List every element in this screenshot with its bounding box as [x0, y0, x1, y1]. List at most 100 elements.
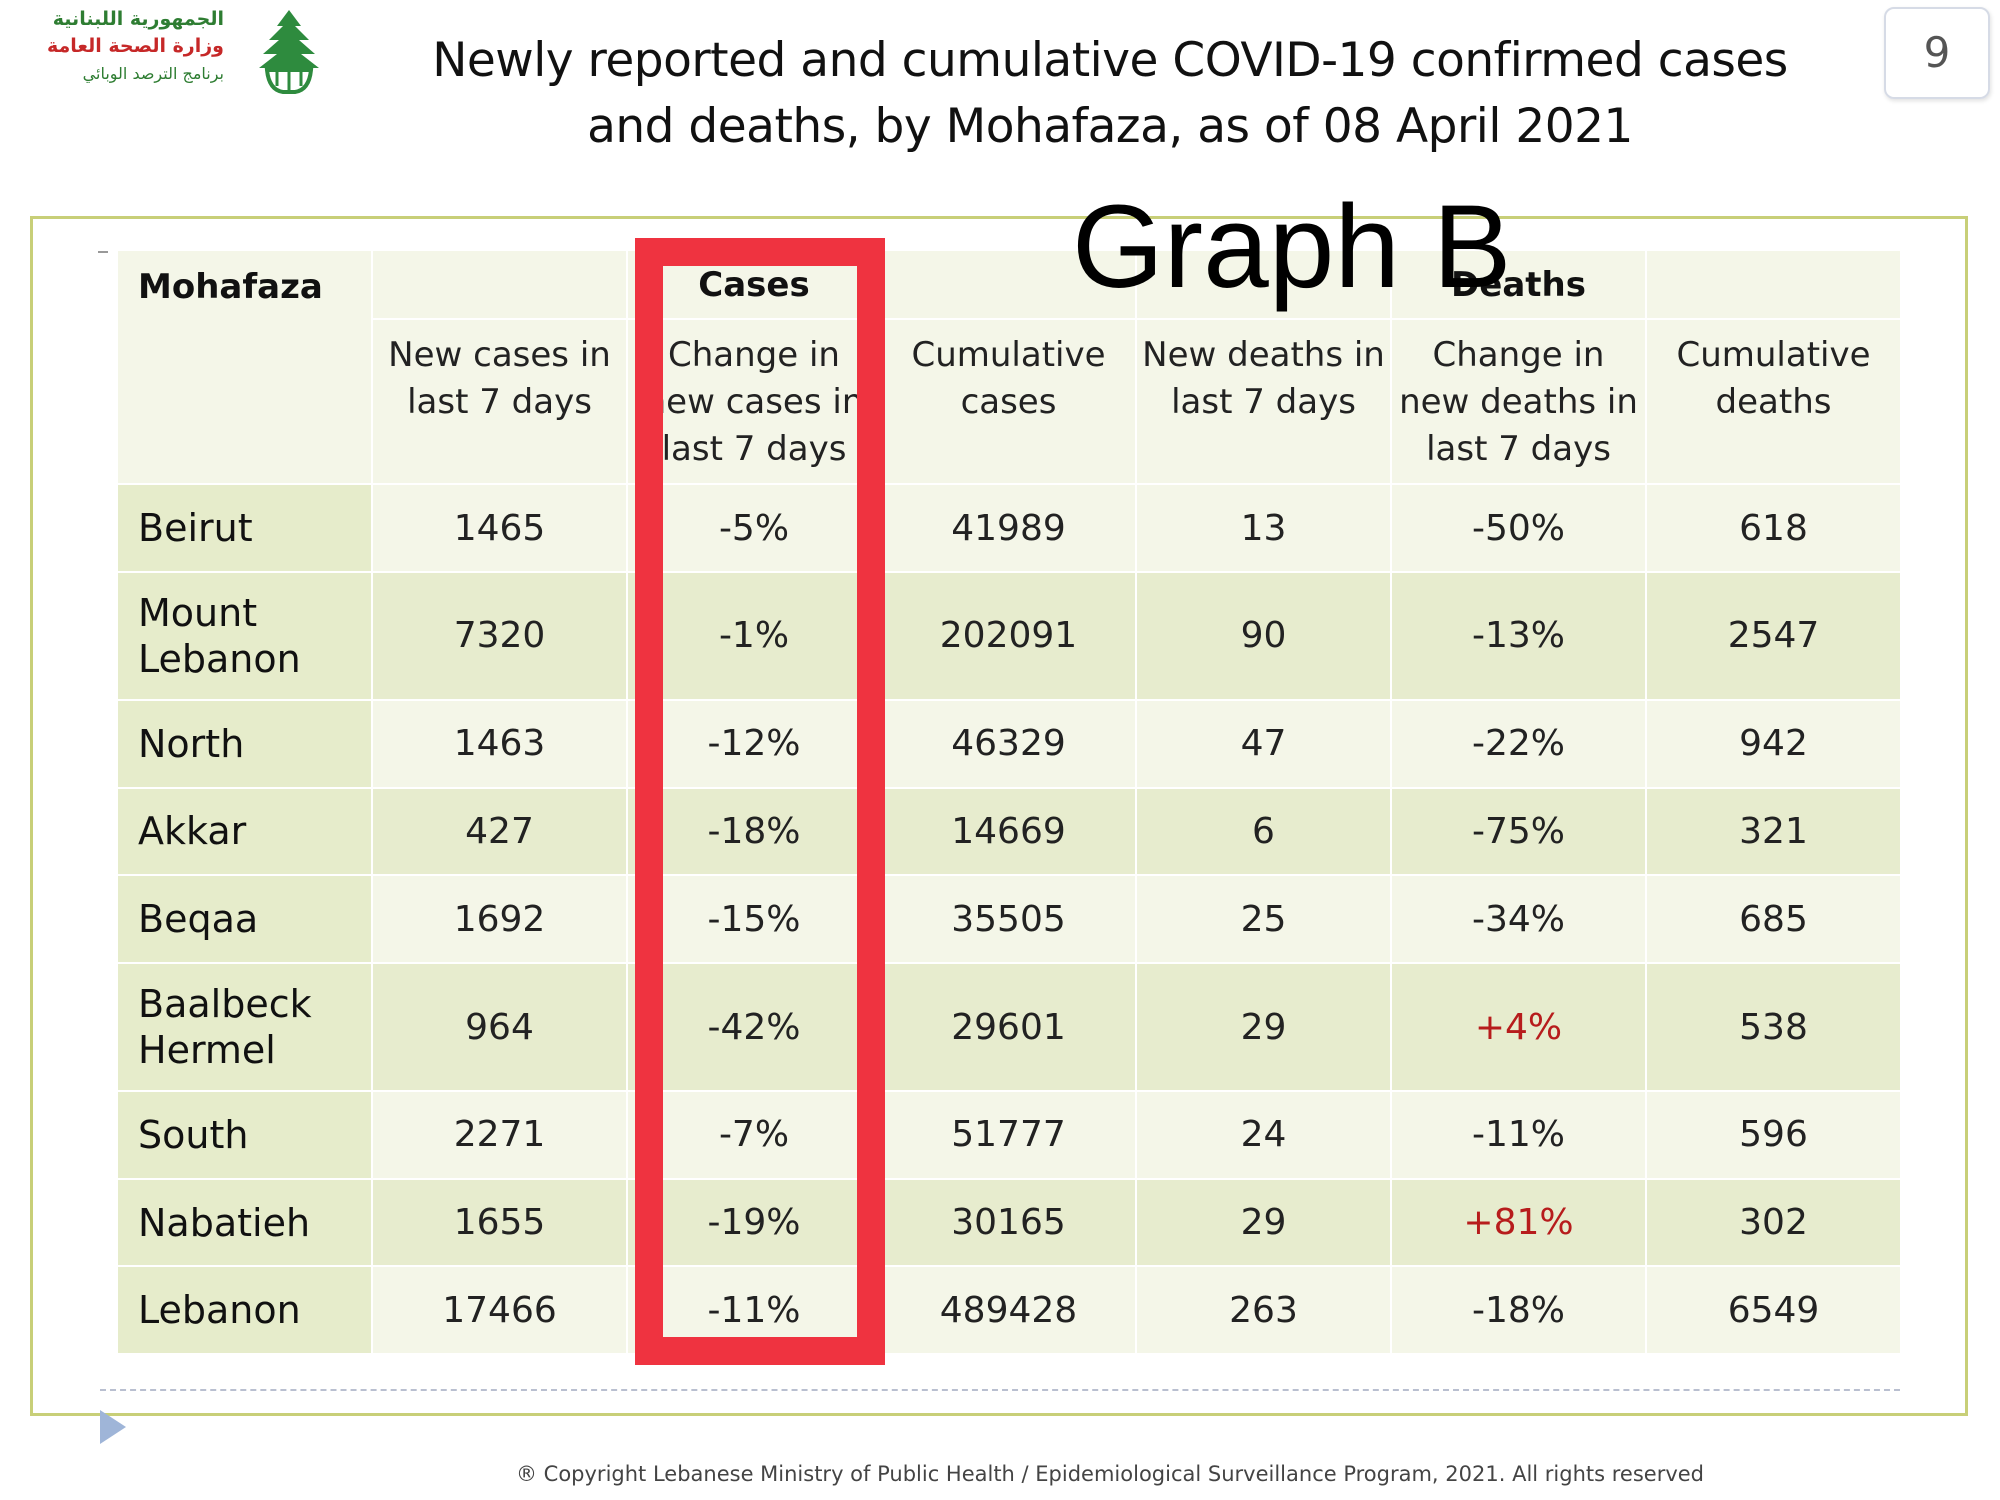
header-new-deaths: New deaths in last 7 days [1135, 318, 1392, 486]
header-new-cases: New cases in last 7 days [371, 318, 628, 486]
cell-cumulative-deaths: 6549 [1645, 1265, 1902, 1355]
cell-cumulative-cases: 14669 [880, 786, 1137, 877]
table-row: Lebanon 17466 -11% 489428 263 -18% 6549 [116, 1265, 1902, 1355]
cell-cumulative-cases: 202091 [880, 570, 1137, 702]
cell-change-cases: -1% [626, 570, 882, 702]
cell-change-cases: -11% [626, 1265, 882, 1355]
logo-line-1: الجمهورية اللبنانية [52, 8, 224, 30]
cell-new-cases: 427 [371, 786, 628, 877]
cell-cumulative-cases: 30165 [880, 1177, 1137, 1268]
graph-label: Graph B [1072, 181, 1512, 313]
cell-change-deaths: -34% [1390, 874, 1647, 964]
table-body: Beirut 1465 -5% 41989 13 -50% 618 Mount Lebanon… [116, 483, 1902, 1355]
header-row-columns: New cases in last 7 days Change in new c… [117, 318, 1902, 486]
row-mohafaza-name: Akkar [116, 786, 373, 877]
header-deaths: Deaths [1390, 248, 1647, 321]
cell-change-cases: -19% [626, 1177, 882, 1268]
cell-change-cases: -42% [626, 961, 882, 1093]
cell-change-cases: -7% [626, 1090, 882, 1180]
cell-cumulative-cases: 29601 [880, 961, 1137, 1093]
table-row: Nabatieh 1655 -19% 30165 29 +81% 302 [116, 1177, 1902, 1268]
cell-cumulative-cases: 35505 [880, 874, 1137, 964]
cell-new-cases: 1463 [371, 699, 628, 789]
footer-divider [100, 1389, 1900, 1391]
cell-cumulative-deaths: 538 [1645, 961, 1902, 1093]
logo-line-3: برنامج الترصد الوبائي [82, 64, 224, 83]
page-number: 9 [1884, 7, 1990, 99]
row-mohafaza-name: Nabatieh [116, 1177, 373, 1268]
cell-new-deaths: 47 [1135, 699, 1392, 789]
header-cumulative-cases: Cumulative cases [880, 318, 1137, 486]
row-mohafaza-name: Beirut [116, 483, 373, 573]
header-cumulative-deaths: Cumulative deaths [1645, 318, 1902, 486]
row-mohafaza-name: Beqaa [116, 874, 373, 964]
cell-cumulative-deaths: 618 [1645, 483, 1902, 573]
cell-new-deaths: 25 [1135, 874, 1392, 964]
cell-change-deaths: -18% [1390, 1265, 1647, 1355]
cell-new-cases: 1692 [371, 874, 628, 964]
header-blank-2 [880, 248, 1137, 321]
cell-change-cases: -18% [626, 786, 882, 877]
cell-change-cases: -12% [626, 699, 882, 789]
logo-line-2: وزارة الصحة العامة [46, 35, 224, 57]
covid-table: Mohafaza Cases Deaths New cases in last … [116, 248, 1902, 1355]
cell-new-cases: 1465 [371, 483, 628, 573]
table-row: Beqaa 1692 -15% 35505 25 -34% 685 [116, 874, 1902, 964]
cell-change-cases: -5% [626, 483, 882, 573]
cedar-hand-icon [259, 10, 319, 94]
corner-tick [98, 251, 108, 253]
row-mohafaza-name: Lebanon [116, 1265, 373, 1355]
cell-new-deaths: 6 [1135, 786, 1392, 877]
header-blank-1 [371, 248, 628, 321]
row-mohafaza-name: Baalbeck Hermel [116, 961, 373, 1093]
cell-cumulative-cases: 46329 [880, 699, 1137, 789]
table-row: South 2271 -7% 51777 24 -11% 596 [116, 1090, 1902, 1180]
cell-change-deaths: -22% [1390, 699, 1647, 789]
cell-cumulative-cases: 41989 [880, 483, 1137, 573]
cell-new-deaths: 24 [1135, 1090, 1392, 1180]
header-mohafaza: Mohafaza [116, 248, 373, 486]
cell-cumulative-deaths: 2547 [1645, 570, 1902, 702]
header-blank-4 [1645, 248, 1902, 321]
cell-cumulative-deaths: 596 [1645, 1090, 1902, 1180]
row-mohafaza-name: Mount Lebanon [116, 570, 373, 702]
cell-new-deaths: 29 [1135, 1177, 1392, 1268]
play-arrow-icon [100, 1410, 126, 1444]
cell-new-cases: 17466 [371, 1265, 628, 1355]
cell-change-cases: -15% [626, 874, 882, 964]
table-frame [30, 216, 1968, 1416]
row-mohafaza-name: North [116, 699, 373, 789]
cell-cumulative-deaths: 942 [1645, 699, 1902, 789]
cell-cumulative-deaths: 321 [1645, 786, 1902, 877]
cell-change-deaths: -13% [1390, 570, 1647, 702]
copyright-text: ® Copyright Lebanese Ministry of Public … [515, 1462, 1705, 1486]
cell-change-deaths: -75% [1390, 786, 1647, 877]
header-row-groups: Mohafaza Cases Deaths [116, 248, 1902, 486]
header-cases: Cases [626, 248, 882, 321]
cell-new-cases: 1655 [371, 1177, 628, 1268]
table-row: North 1463 -12% 46329 47 -22% 942 [116, 699, 1902, 789]
table-row: Mount Lebanon 7320 -1% 202091 90 -13% 2547 [116, 570, 1902, 702]
cell-cumulative-cases: 51777 [880, 1090, 1137, 1180]
header-change-cases: Change in new cases in last 7 days [626, 318, 882, 486]
cell-new-deaths: 90 [1135, 570, 1392, 702]
cell-new-cases: 2271 [371, 1090, 628, 1180]
page-title: Newly reported and cumulative COVID-19 c… [432, 33, 1788, 154]
cell-new-deaths: 29 [1135, 961, 1392, 1093]
cell-cumulative-deaths: 302 [1645, 1177, 1902, 1268]
ministry-logo: الجمهورية اللبنانية وزارة الصحة العامة ب… [24, 6, 344, 96]
cell-new-deaths: 13 [1135, 483, 1392, 573]
header-blank-3 [1135, 248, 1392, 321]
cell-change-deaths: +4% [1390, 961, 1647, 1093]
cell-change-deaths: -50% [1390, 483, 1647, 573]
cell-change-deaths: -11% [1390, 1090, 1647, 1180]
cell-new-deaths: 263 [1135, 1265, 1392, 1355]
cell-new-cases: 964 [371, 961, 628, 1093]
table-row: Akkar 427 -18% 14669 6 -75% 321 [116, 786, 1902, 877]
logo-text: الجمهورية اللبنانية وزارة الصحة العامة ب… [24, 6, 224, 87]
cell-cumulative-deaths: 685 [1645, 874, 1902, 964]
table-row: Baalbeck Hermel 964 -42% 29601 29 +4% 538 [116, 961, 1902, 1093]
header-change-deaths: Change in new deaths in last 7 days [1390, 318, 1647, 486]
cell-new-cases: 7320 [371, 570, 628, 702]
table-row: Beirut 1465 -5% 41989 13 -50% 618 [116, 483, 1902, 573]
